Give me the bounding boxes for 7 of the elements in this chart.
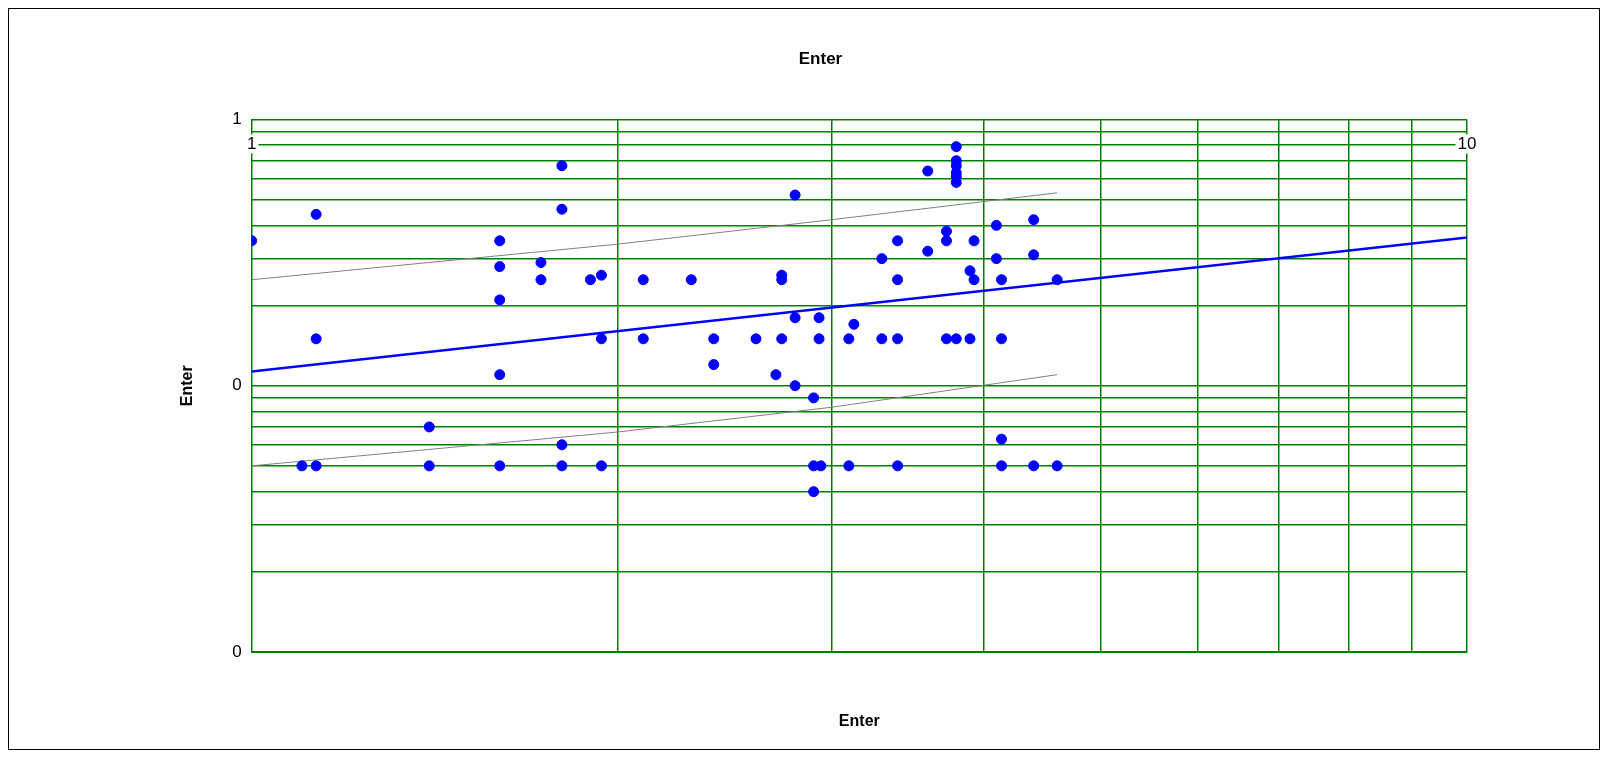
- y-tick-label: 0: [232, 375, 242, 395]
- y-tick-label: 0: [232, 641, 242, 661]
- x-tick-label: 10: [1457, 133, 1477, 153]
- x-axis-title: Enter: [838, 712, 880, 730]
- y-tick-label: 1: [232, 109, 242, 129]
- chart-title: Enter: [798, 48, 843, 68]
- y-axis-title: Enter: [178, 365, 196, 407]
